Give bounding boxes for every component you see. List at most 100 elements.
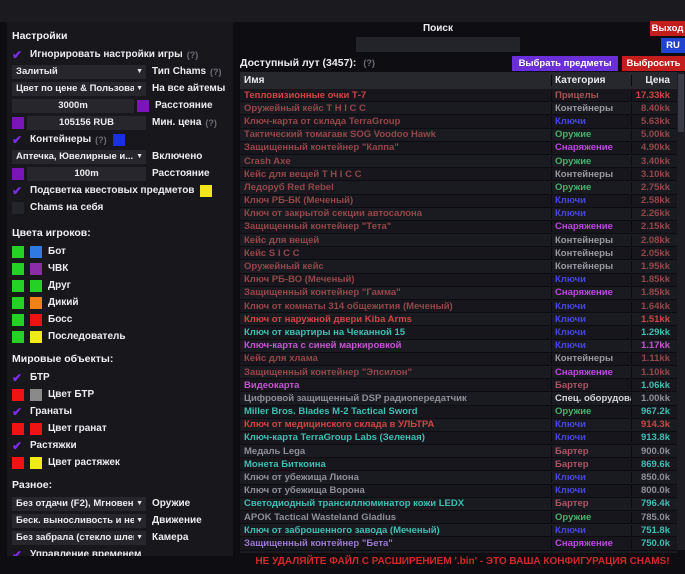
drop-all-button[interactable]: Выбросить все (622, 56, 685, 84)
min-price-color-swatch[interactable] (12, 116, 24, 129)
table-row[interactable]: Светодиодный трансиллюминатор кожи LEDX Б… (240, 497, 677, 511)
item-category: Бартер (551, 498, 631, 510)
color-swatch[interactable] (30, 388, 42, 401)
color-swatch[interactable] (12, 456, 24, 469)
chams-self-checkbox[interactable]: Chams на себя (12, 199, 227, 216)
loot-table-body: Тепловизионные очки Т-7 Прицелы 17.33kk Ору… (240, 89, 677, 553)
color-swatch[interactable] (12, 245, 24, 258)
weapon-select[interactable]: Без отдачи (F2), Мгновенное п ▼ (12, 496, 146, 511)
select-kappa-items-button[interactable]: Выбрать предметы каппа (512, 56, 618, 84)
min-price-input[interactable]: 105156 RUB (27, 115, 146, 130)
table-row[interactable]: Ключ-карта TerraGroup Labs (Зеленая) Ключ… (240, 431, 677, 446)
table-row[interactable]: Ключ-карта от склада TerraGroup Ключи 5.63… (240, 115, 677, 129)
table-row[interactable]: Монета Биткоина Бартер 869.6k (240, 458, 677, 472)
color-swatch[interactable] (12, 388, 24, 401)
color-swatch[interactable] (30, 330, 42, 343)
table-row[interactable]: Кейс S I C C Контейнеры 2.05kk (240, 247, 677, 261)
tripwires-checkbox[interactable]: ✔ Растяжки (12, 438, 77, 453)
ignore-game-settings-checkbox[interactable]: ✔ Игнорировать настройки игры (?) (12, 47, 199, 62)
checkmark-icon: ✔ (12, 547, 23, 557)
color-swatch[interactable] (12, 313, 24, 326)
color-swatch[interactable] (30, 279, 42, 292)
quest-color-swatch[interactable] (200, 184, 213, 197)
column-header-name[interactable]: Имя (244, 75, 265, 86)
table-row[interactable]: Защищенный контейнер "Тета" Снаряжение 2.1… (240, 220, 677, 235)
color-swatch[interactable] (30, 245, 42, 258)
table-row[interactable]: Ключ от комнаты 314 общежития (Меченый) К… (240, 300, 677, 314)
table-row[interactable]: Защищенный контейнер "Бета" Снаряжение 750… (240, 537, 677, 551)
table-row[interactable]: Защищенный контейнер "Гамма" Снаряжение 1.… (240, 286, 677, 300)
table-row[interactable]: Оружейный кейс T H I C C Контейнеры 8.40kk (240, 102, 677, 116)
time-control-checkbox[interactable]: ✔ Управление временем (12, 546, 227, 557)
scrollbar-thumb[interactable] (678, 74, 684, 132)
table-row[interactable]: Ключ от наружной двери Kiba Arms Ключи 1.5… (240, 313, 677, 327)
movement-select[interactable]: Беск. выносливость и нет уста ▼ (12, 513, 146, 528)
table-row[interactable]: Защищенный контейнер "Эпсилон" Снаряжение… (240, 365, 677, 380)
table-row[interactable]: Кейс для вещей Контейнеры 2.08kk (240, 234, 677, 248)
table-row[interactable]: Видеокарта Бартер 1.06kk (240, 379, 677, 393)
chams-type-select[interactable]: Залитый ▼ (12, 64, 146, 79)
color-swatch[interactable] (12, 422, 24, 435)
table-row[interactable]: Ключ РБ-БК (Меченый) Ключи 2.58kk (240, 194, 677, 208)
item-price: 869.6k (631, 458, 673, 470)
btr-checkbox[interactable]: ✔ БТР (12, 370, 50, 385)
color-swatch[interactable] (12, 296, 24, 309)
color-swatch[interactable] (30, 456, 42, 469)
search-input[interactable] (356, 37, 520, 52)
table-row[interactable]: Медаль Lega Бартер 900.0k (240, 445, 677, 459)
color-swatch[interactable] (30, 296, 42, 309)
table-row[interactable]: Crash Axe Оружие 3.40kk (240, 154, 677, 169)
distance-input[interactable]: 3000m (12, 98, 134, 113)
checkmark-icon: ✔ (12, 47, 23, 62)
quest-highlight-checkbox[interactable]: ✔ Подсветка квестовых предметов (12, 182, 227, 199)
loot-distance-input[interactable]: 100m (27, 166, 146, 181)
color-mode-select[interactable]: Цвет по цене & Пользователь ▼ (12, 81, 146, 96)
column-header-price[interactable]: Цена (631, 75, 673, 86)
table-row[interactable]: Ключ от закрытой секции автосалона Ключи 2… (240, 207, 677, 221)
table-row[interactable]: Ключ от медицинского склада в УЛЬТРА Ключ… (240, 418, 677, 432)
help-hint: (?) (186, 49, 199, 60)
grenades-checkbox[interactable]: ✔ Гранаты (12, 404, 72, 419)
loot-title: Доступный лут (3457): (?) (240, 57, 375, 69)
containers-checkbox[interactable]: ✔ Контейнеры (?) (12, 131, 227, 148)
item-price: 913.8k (631, 432, 673, 444)
table-row[interactable] (240, 550, 677, 553)
color-swatch[interactable] (30, 422, 42, 435)
table-row[interactable]: Ключ от убежища Ворона Ключи 800.0k (240, 484, 677, 498)
loot-table: Имя Категория Цена Тепловизионные очки Т… (240, 72, 677, 553)
distance-color-swatch[interactable] (137, 99, 149, 112)
table-row[interactable]: Кейс для хлама Контейнеры 1.11kk (240, 352, 677, 366)
table-row[interactable]: Тактический томагавк SOG Voodoo Hawk Оруж… (240, 128, 677, 142)
color-swatch[interactable] (30, 313, 42, 326)
item-category: Контейнеры (551, 168, 631, 180)
table-scrollbar[interactable] (677, 72, 685, 550)
item-category: Контейнеры (551, 247, 631, 259)
exit-button[interactable]: Выход (650, 21, 685, 36)
table-row[interactable]: Ключ РБ-ВО (Меченый) Ключи 1.85kk (240, 273, 677, 287)
column-header-category[interactable]: Категория (551, 75, 631, 86)
table-row[interactable]: Защищенный контейнер "Каппа" Снаряжение 4.… (240, 141, 677, 155)
table-row[interactable]: APOK Tactical Wasteland Gladius Оружие 785… (240, 511, 677, 525)
language-button[interactable]: RU (661, 38, 685, 53)
loot-distance-color-swatch[interactable] (12, 167, 24, 180)
table-row[interactable]: Ключ-карта с синей маркировкой Ключи 1.17k… (240, 339, 677, 353)
item-price: 1.51kk (631, 313, 673, 325)
table-row[interactable]: Miller Bros. Blades M-2 Tactical Sword Ор… (240, 405, 677, 419)
table-row[interactable]: Цифровой защищенный DSP радиопередатчик С… (240, 392, 677, 406)
table-row[interactable]: Тепловизионные очки Т-7 Прицелы 17.33kk (240, 89, 677, 103)
table-row[interactable]: Оружейный кейс Контейнеры 1.95kk (240, 260, 677, 274)
table-row[interactable]: Ледоруб Red Rebel Оружие 2.75kk (240, 181, 677, 195)
color-swatch[interactable] (30, 262, 42, 275)
color-swatch[interactable] (12, 330, 24, 343)
item-name: Оружейный кейс T H I C C (244, 102, 366, 114)
color-swatch[interactable] (12, 279, 24, 292)
color-swatch[interactable] (12, 262, 24, 275)
item-name: Кейс S I C C (244, 247, 300, 259)
table-row[interactable]: Ключ от убежища Лиона Ключи 850.0k (240, 471, 677, 485)
containers-color-swatch[interactable] (112, 133, 125, 146)
table-row[interactable]: Ключ от заброшенного завода (Меченый) Клю… (240, 524, 677, 538)
table-row[interactable]: Ключ от квартиры на Чеканной 15 Ключи 1.29… (240, 326, 677, 340)
camera-select[interactable]: Без забрала (стекло шлема) ▼ (12, 530, 146, 545)
table-row[interactable]: Кейс для вещей T H I C C Контейнеры 3.10kk (240, 168, 677, 182)
included-categories-select[interactable]: Аптечка, Ювелирные и... ▼ (12, 149, 146, 164)
